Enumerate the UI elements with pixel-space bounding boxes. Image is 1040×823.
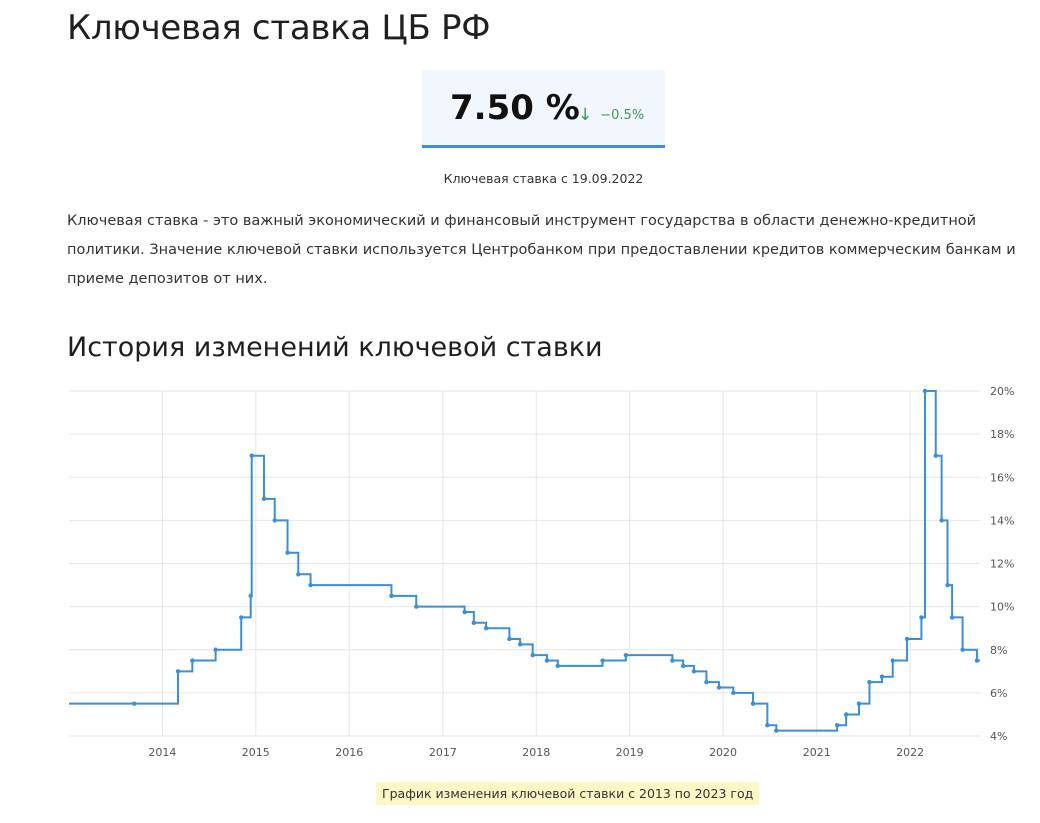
rate-effective-date: Ключевая ставка с 19.09.2022	[443, 171, 644, 186]
chart-caption: График изменения ключевой ставки с 2013 …	[376, 782, 760, 805]
data-point	[835, 723, 840, 728]
data-point	[389, 593, 394, 599]
x-tick-label: 2017	[429, 746, 457, 759]
history-section-title: История изменений ключевой ставки	[67, 332, 603, 363]
data-point	[261, 496, 267, 502]
data-point	[623, 652, 629, 658]
data-point	[919, 615, 924, 620]
data-point	[555, 663, 560, 669]
y-tick-label: 20%	[990, 385, 1014, 398]
data-point	[704, 679, 709, 685]
rate-change-indicator: ↓ −0.5%	[578, 107, 644, 124]
data-point	[670, 658, 675, 663]
data-point	[933, 453, 938, 458]
data-point	[249, 453, 254, 458]
data-point	[308, 582, 313, 588]
data-point	[716, 685, 722, 690]
y-tick-label: 14%	[990, 514, 1014, 527]
data-point	[879, 674, 885, 679]
data-point	[414, 604, 419, 609]
data-point	[462, 609, 467, 615]
y-tick-label: 16%	[990, 471, 1014, 484]
data-point	[856, 701, 862, 706]
data-point	[175, 669, 181, 674]
data-point	[731, 690, 736, 696]
data-point	[190, 658, 195, 663]
data-point	[974, 658, 980, 663]
x-tick-label: 2018	[522, 746, 550, 759]
data-point	[272, 518, 277, 523]
data-point	[949, 615, 955, 620]
data-point	[132, 701, 137, 706]
y-tick-label: 8%	[990, 644, 1007, 657]
data-point	[213, 647, 218, 652]
data-point	[867, 679, 872, 685]
rate-series-line	[69, 390, 980, 732]
y-tick-label: 18%	[990, 428, 1014, 441]
x-tick-label: 2015	[242, 746, 270, 759]
data-point	[471, 620, 477, 625]
x-tick-label: 2021	[803, 746, 831, 759]
data-point	[904, 636, 910, 642]
data-point	[750, 701, 756, 706]
x-tick-label: 2022	[896, 746, 924, 759]
data-point	[890, 658, 895, 663]
y-tick-label: 4%	[990, 730, 1007, 743]
data-point	[774, 728, 779, 733]
data-point	[945, 582, 950, 588]
x-tick-label: 2020	[709, 746, 737, 759]
y-tick-label: 10%	[990, 601, 1014, 614]
data-point	[530, 652, 535, 658]
arrow-down-icon: ↓	[578, 105, 593, 125]
data-point	[248, 593, 253, 599]
rate-change-value: −0.5%	[600, 108, 645, 123]
y-tick-label: 6%	[990, 687, 1007, 700]
data-point	[483, 625, 489, 631]
data-point	[517, 642, 523, 647]
data-point	[691, 669, 697, 674]
data-point	[680, 663, 686, 669]
intro-paragraph: Ключевая ставка - это важный экономическ…	[67, 213, 1016, 287]
data-point	[544, 658, 550, 663]
x-tick-label: 2019	[616, 746, 644, 759]
data-point	[239, 615, 244, 620]
key-rate-value: 7.50 %	[450, 88, 580, 128]
data-point	[960, 647, 965, 652]
data-point	[600, 658, 605, 663]
y-tick-label: 12%	[990, 558, 1014, 571]
data-point	[507, 636, 512, 642]
data-point	[843, 712, 849, 717]
data-point	[285, 550, 290, 555]
key-rate-card: 7.50 % ↓ −0.5%	[422, 70, 665, 148]
data-point	[922, 388, 928, 394]
data-point	[765, 723, 770, 728]
data-point	[296, 572, 301, 577]
x-tick-label: 2014	[148, 746, 176, 759]
data-point	[939, 518, 944, 523]
page-title: Ключевая ставка ЦБ РФ	[67, 8, 491, 48]
key-rate-history-chart: 4% 6% 8% 10% 12% 14% 16% 18% 20% 2014 2015 2016 2017…	[69, 385, 1014, 759]
x-tick-label: 2016	[335, 746, 363, 759]
